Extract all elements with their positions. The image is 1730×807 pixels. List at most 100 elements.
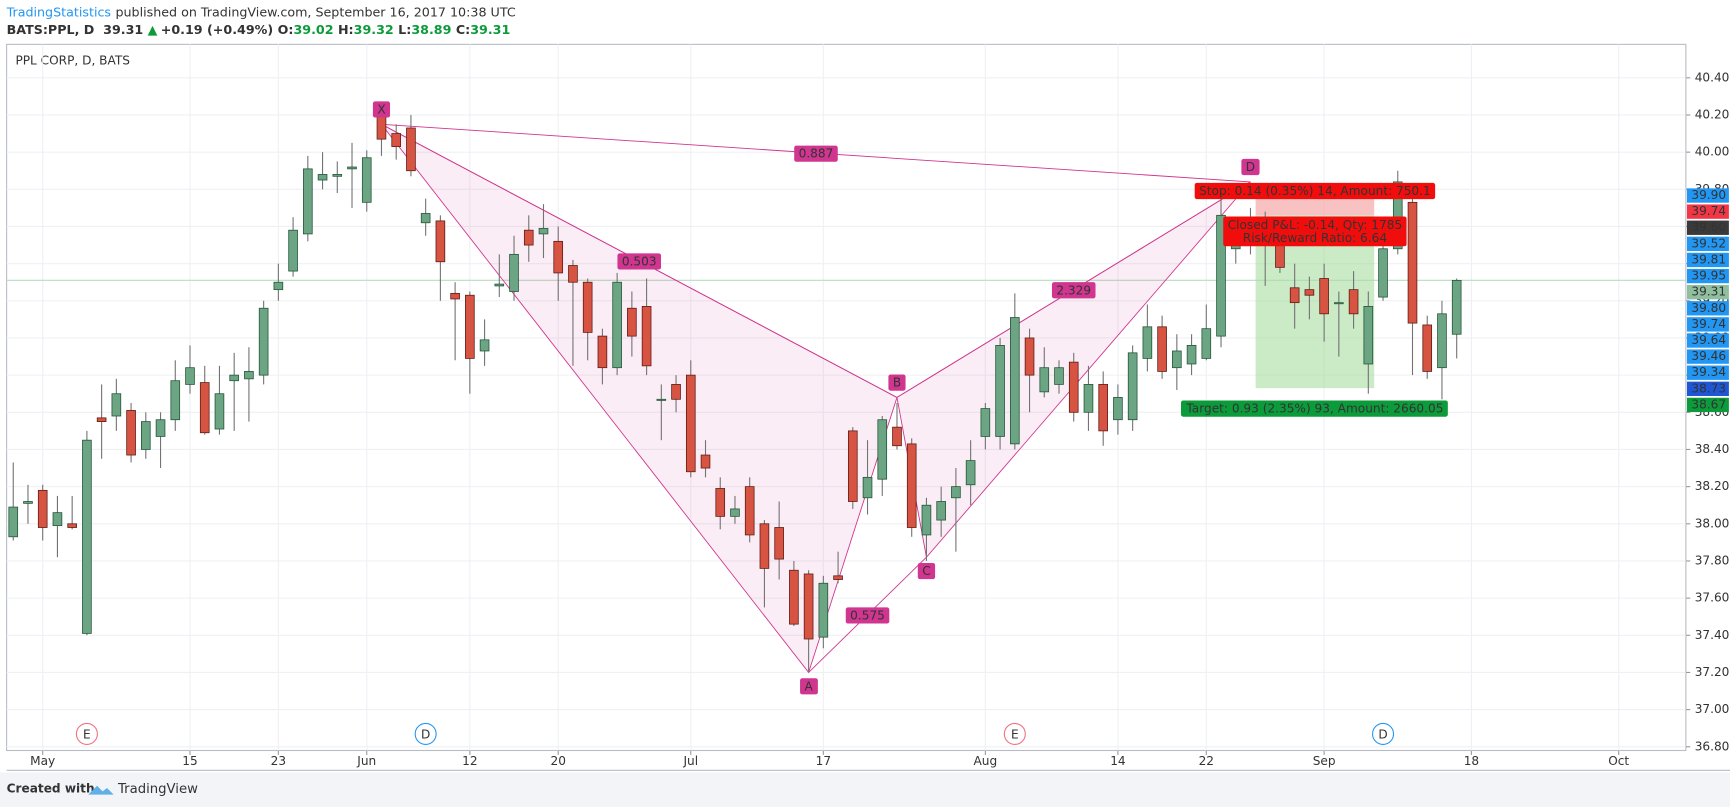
candle-body [965,460,976,486]
pattern-point-box [888,374,906,391]
pattern-point: B [893,376,901,390]
ohlc-value: 39.31 [470,22,510,37]
pattern-point: D [1246,160,1255,174]
pattern-point: C [922,564,930,578]
candle-body [906,443,917,528]
candle-body [523,229,534,246]
y-tick-label: 40.00 [1695,145,1730,159]
candle-body [685,374,696,473]
pattern-point: A [804,679,813,693]
price-tag-label: 39.90 [1691,188,1726,202]
price-tag [1686,333,1729,348]
candle-body [1348,289,1359,315]
candle-body [170,380,181,421]
candle-body [1201,328,1212,359]
price-tag-label: 38.67 [1691,397,1726,411]
candle-body [1304,289,1315,296]
candle-body [52,512,63,527]
price-tag-label: 39.31 [1691,285,1726,299]
pattern-ratio: 0.887 [799,147,834,161]
price-tag [1686,268,1729,284]
candle-body [1378,248,1388,298]
candle-body [1319,278,1329,315]
y-tick-label: 36.80 [1695,739,1730,753]
event-marker [1372,722,1395,745]
x-tick-label: 14 [1110,754,1126,768]
price-tag-label: 39.60 [1691,220,1726,234]
chart-title: PPL CORP, D, BATS [15,53,130,67]
price-tag [1686,349,1729,364]
candle-body [37,489,48,528]
candle-body [847,430,858,502]
price-tag-label: 39.80 [1691,301,1726,315]
pattern-point-box [917,562,936,580]
candle-body [258,307,269,376]
candle-body [199,382,210,434]
price-tag-label: 39.74 [1691,204,1726,218]
x-tick-label: 20 [551,754,566,768]
candle-body [892,426,902,447]
author[interactable]: TradingStatistics [6,4,111,19]
chart-frame [6,43,1687,752]
candle-body [1083,384,1094,413]
event-marker [75,722,98,745]
x-tick-label: 18 [1464,754,1479,768]
x-tick-label: May [30,754,55,768]
ohlc-value: 38.89 [411,22,451,37]
candle-body [744,486,755,536]
candle-body [671,384,681,400]
grid [6,44,1686,751]
target-label: Target: 0.93 (2.35%) 93, Amount: 2660.05 [1185,402,1443,416]
x-tick-label: Aug [974,754,998,768]
price-tag-label: 39.64 [1691,333,1726,347]
candle-body [700,454,711,469]
candle-body [936,501,946,521]
candle-body [126,410,136,456]
candle-body [538,227,549,235]
x-tick-label: 12 [462,754,477,768]
price-tag [1686,285,1729,300]
x-tick-label: 22 [1199,754,1214,768]
ohlc-value: 39.32 [354,22,394,37]
price-tag [1686,301,1729,316]
footer-brand[interactable]: TradingView [117,782,198,797]
candle-body [1407,201,1418,324]
candle-body [273,281,284,291]
candle-body [759,523,770,569]
candle-body [818,582,829,638]
price-tag-label: 39.34 [1691,365,1726,379]
stop-label: Stop: 0.14 (0.35%) 14, Amount: 750.1 [1199,184,1431,198]
price-tag-label: 39.74 [1691,317,1726,331]
candle-body [803,573,814,640]
footer-created: Created with [7,782,95,796]
candle-body [229,374,239,382]
candle-body [582,281,593,333]
ohlc-label: C: [456,22,470,37]
candle-body [1157,326,1167,372]
candle-body [715,488,726,517]
candle-body [1010,317,1020,445]
ohlc-label: H: [338,22,354,37]
candle-body [641,305,652,367]
candle-body [1127,352,1138,421]
x-tick-label: 17 [816,754,831,768]
symbol: BATS:PPL, D [7,22,95,37]
candle-body [155,419,166,437]
pattern-point-box [1241,158,1260,176]
event-label: E [1011,728,1019,742]
candle-body [1334,302,1344,305]
y-tick-label: 37.80 [1695,553,1730,567]
candle-body [509,253,519,292]
pattern-ratio-box [794,145,838,162]
candle-body [774,527,784,560]
price-tag-label: 39.46 [1691,349,1726,363]
candle-body [553,240,564,274]
candle-body [951,486,961,499]
price-tag [1686,397,1729,413]
pattern-ratio: 0.575 [850,608,885,622]
candle-body [656,398,667,401]
y-tick-label: 37.40 [1695,628,1730,642]
pattern-ratio-box [617,253,662,270]
price-tag [1686,188,1729,203]
